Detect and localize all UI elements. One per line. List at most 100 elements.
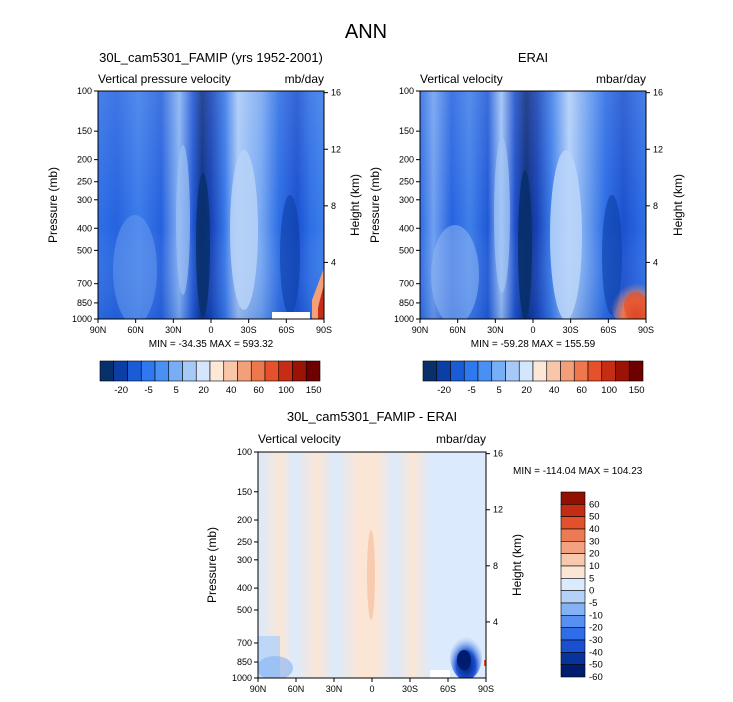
colorbar-swatch [560,553,586,567]
y-tick-label: 700 [237,638,252,648]
y2-tick-label: 12 [331,144,341,154]
x-tick-label: 60N [288,684,305,694]
colorbar-label: 60 [576,385,587,396]
colorbar-label: -20 [437,385,451,396]
x-tick-label: 30S [563,325,579,335]
y2-tick-label: 4 [653,257,658,267]
y-tick-label: 150 [237,487,252,497]
colorbar-swatch [195,360,211,382]
x-tick-label: 30N [165,325,182,335]
y2-tick-label: 12 [493,505,503,515]
panel-erai: ERAI Vertical velocity mbar/day 100 150 20… [368,50,685,396]
panel-diff-axes: 100 150 200 250 300 400 500 700 850 1000 16 12 8 4 90N… [232,447,503,694]
y-tick-label: 500 [399,245,414,255]
colorbar-swatch [237,360,252,382]
x-tick-label: 0 [369,684,374,694]
y2-tick-label: 12 [653,144,663,154]
colorbar-swatch [560,528,586,542]
panel-model-y2label: Height (km) [348,174,362,236]
colorbar-label: 60 [253,385,264,396]
colorbar-label: 10 [589,561,600,572]
panel-erai-field [420,91,646,319]
y-tick-label: 250 [77,177,92,187]
colorbar-swatch [140,360,156,382]
colorbar-swatch [491,360,506,382]
colorbar-swatch [292,360,307,382]
colorbar-label: 50 [589,512,600,523]
colorbar-label: 5 [173,385,178,396]
colorbar-label: 150 [306,385,322,396]
y2-tick-label: 4 [493,617,498,627]
colorbar-swatch [546,360,561,382]
y-tick-label: 100 [237,447,252,457]
colorbar-swatch [560,578,586,591]
y-tick-label: 300 [399,195,414,205]
colorbar-swatch [209,360,225,382]
colorbar-label: 20 [589,549,600,560]
y2-tick-label: 16 [493,449,503,459]
colorbar-label: 0 [589,586,594,597]
y2-tick-label: 16 [331,88,341,98]
y-tick-label: 400 [237,583,252,593]
colorbar-swatch [560,491,586,505]
colorbar-swatch [560,504,586,517]
colorbar-swatch [560,615,586,628]
colorbar-label: 40 [226,385,237,396]
colorbar-label: 100 [278,385,294,396]
colorbar-label: -20 [589,623,603,634]
colorbar-swatch [305,360,321,382]
panel-erai-colorbar: -20 -5 5 20 40 60 100 150 [422,360,645,396]
x-tick-label: 90S [478,684,494,694]
panel-diff-stats: MIN = -114.04 MAX = 104.23 [513,466,643,477]
colorbar-label: 100 [601,385,617,396]
colorbar-label: -5 [467,385,475,396]
y2-tick-label: 8 [493,561,498,571]
panel-erai-axes: 100 150 200 250 300 400 500 700 850 1000 16 12 8 4 90N… [394,86,663,335]
y-tick-label: 500 [237,605,252,615]
colorbar-swatch [463,360,479,382]
colorbar-label: 30 [589,536,600,547]
panel-erai-stats: MIN = -59.28 MAX = 155.59 [471,339,596,350]
x-tick-label: 60S [440,684,456,694]
y-tick-label: 400 [77,223,92,233]
colorbar-swatch [182,360,197,382]
y-tick-label: 100 [77,86,92,96]
panel-erai-title: ERAI [518,50,548,65]
x-tick-label: 90N [412,325,429,335]
y-tick-label: 850 [77,298,92,308]
x-tick-label: 90N [250,684,267,694]
colorbar-label: 5 [496,385,501,396]
y-tick-label: 300 [77,195,92,205]
colorbar-label: 20 [521,385,532,396]
panel-diff-y2label: Height (km) [510,534,524,596]
y-tick-label: 150 [77,126,92,136]
y-tick-label: 200 [399,155,414,165]
colorbar-swatch [532,360,548,382]
y2-tick-label: 8 [331,201,336,211]
colorbar-label: 5 [589,573,594,584]
colorbar-swatch [628,360,644,382]
colorbar-swatch [450,360,465,382]
y-tick-label: 200 [77,155,92,165]
x-tick-label: 60S [600,325,616,335]
x-tick-label: 90S [638,325,654,335]
y-tick-label: 250 [237,537,252,547]
colorbar-swatch [560,360,575,382]
x-tick-label: 30S [402,684,418,694]
colorbar-swatch [560,541,586,554]
colorbar-swatch [278,360,293,382]
y-tick-label: 100 [399,86,414,96]
panel-diff-field [258,452,486,678]
x-tick-label: 30N [487,325,504,335]
colorbar-swatch [601,360,616,382]
panel-diff-ylabel: Pressure (mb) [205,527,219,603]
colorbar-swatch [560,565,586,579]
y-tick-label: 700 [77,279,92,289]
colorbar-swatch [615,360,630,382]
y2-tick-label: 4 [331,257,336,267]
colorbar-swatch [560,652,586,665]
colorbar-swatch [560,590,586,604]
colorbar-swatch [168,360,183,382]
colorbar-swatch [505,360,520,382]
panel-model: 30L_cam5301_FAMIP (yrs 1952-2001) Vertic… [46,50,362,396]
